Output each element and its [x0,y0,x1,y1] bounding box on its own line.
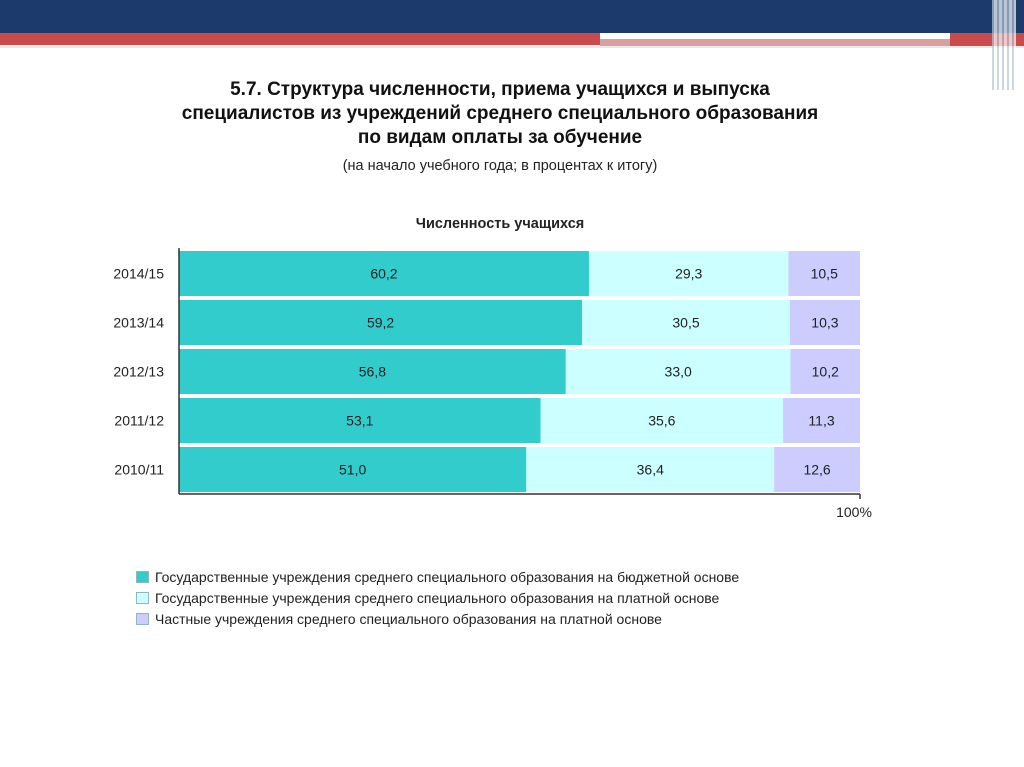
data-label: 56,8 [359,364,386,380]
bar-segment [526,447,775,492]
data-label: 53,1 [346,413,373,429]
chart-title: Численность учащихся [415,216,585,232]
legend-swatch-paid-state [136,591,149,604]
data-label: 29,3 [675,266,702,282]
category-label: 2011/12 [114,413,164,429]
decorative-stripes [992,0,1016,90]
header-accent-stripe [600,39,950,47]
chart-legend: Государственные учреждения среднего спец… [136,566,739,629]
bar-segment [179,398,541,443]
bar-segment [588,251,789,296]
bar-segment [179,300,583,345]
bar-segment [582,300,790,345]
data-label: 30,5 [672,315,699,331]
bar-segment [565,349,791,394]
data-label: 51,0 [339,462,366,478]
legend-label: Государственные учреждения среднего спец… [155,589,720,606]
legend-item-paid-state: Государственные учреждения среднего спец… [136,587,739,608]
legend-item-budget: Государственные учреждения среднего спец… [136,566,739,587]
category-label: 2012/13 [113,364,164,380]
legend-item-private: Частные учреждения среднего специального… [136,608,739,629]
data-label: 60,2 [370,266,397,282]
bar-segment [789,300,860,345]
bar-segment [179,251,589,296]
data-label: 12,6 [803,462,830,478]
bar-segment [179,349,566,394]
legend-label: Государственные учреждения среднего спец… [155,568,740,585]
data-label: 36,4 [637,462,664,478]
bar-segment [788,251,860,296]
legend-swatch-budget [136,570,149,583]
data-label: 35,6 [648,413,675,429]
page-title: 5.7. Структура численности, приема учащи… [181,79,819,148]
data-label: 10,5 [811,266,838,282]
data-label: 59,2 [367,315,394,331]
bar-segment [540,398,784,443]
bar-segment [774,447,860,492]
header-divider [0,46,1024,48]
data-label: 33,0 [665,364,692,380]
stacked-bar-chart: 2014/15 60,2 29,3 10,5 2013/14 59,2 30,5 10,3 20… [113,248,872,520]
bar-segment [783,398,860,443]
legend-swatch-private [136,612,149,625]
legend-label: Частные учреждения среднего специального… [155,610,662,627]
category-label: 2014/15 [113,266,164,282]
data-label: 11,3 [808,413,834,429]
bar-segment [790,349,860,394]
data-label: 10,3 [811,315,838,331]
category-label: 2013/14 [113,315,164,331]
header-band [0,0,1024,33]
bar-segment [179,447,527,492]
x-tick-label: 100% [836,504,872,520]
category-label: 2010/11 [114,462,164,478]
page-subtitle: (на начало учебного года; в процентах к … [342,158,658,174]
header-accent-stripe [0,33,600,45]
data-label: 10,2 [812,364,839,380]
